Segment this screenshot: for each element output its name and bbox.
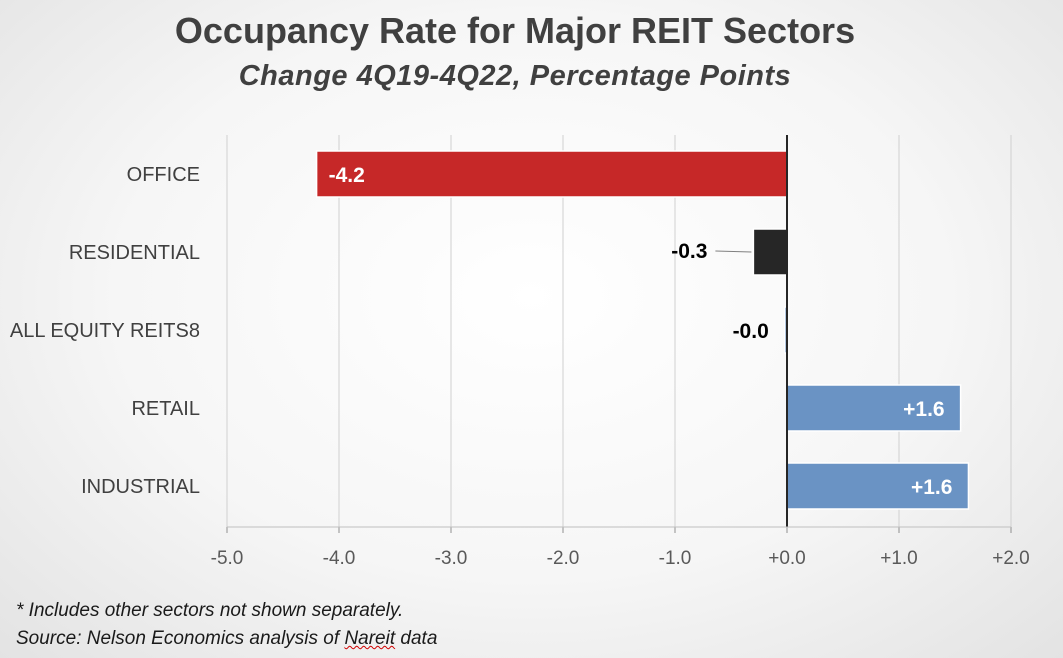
x-tick-label: +1.0	[880, 548, 918, 569]
x-tick-label: +2.0	[992, 548, 1030, 569]
data-label: +1.6	[911, 476, 952, 499]
data-label: -0.3	[671, 240, 707, 263]
footnote-note: * Includes other sectors not shown separ…	[16, 600, 404, 621]
x-tick-label: -2.0	[547, 548, 580, 569]
bar	[315, 150, 788, 198]
x-tick-label: +0.0	[768, 548, 806, 569]
footnote-source: Source: Nelson Economics analysis of Nar…	[16, 628, 437, 650]
data-label: +1.6	[903, 398, 944, 421]
category-label: OFFICE	[127, 164, 200, 186]
source-prefix: Source: Nelson Economics analysis of	[16, 628, 345, 649]
chart-title: Occupancy Rate for Major REIT Sectors	[174, 10, 856, 51]
data-label: -0.0	[733, 320, 769, 343]
source-suffix: data	[395, 628, 438, 649]
data-label: -4.2	[329, 164, 365, 187]
x-tick-label: -1.0	[659, 548, 692, 569]
chart-subtitle: Change 4Q19-4Q22, Percentage Points	[238, 60, 792, 92]
x-tick-label: -3.0	[435, 548, 468, 569]
x-tick-label: -4.0	[323, 548, 356, 569]
bar	[786, 384, 962, 432]
x-tick-label: -5.0	[211, 548, 244, 569]
source-nareit: Nareit	[344, 628, 396, 649]
leader-line	[715, 250, 752, 253]
category-label: ALL EQUITY REITS8	[10, 320, 200, 342]
bar	[752, 228, 788, 276]
category-label: RESIDENTIAL	[69, 242, 200, 264]
category-label: RETAIL	[131, 398, 200, 420]
category-label: INDUSTRIAL	[81, 476, 200, 498]
